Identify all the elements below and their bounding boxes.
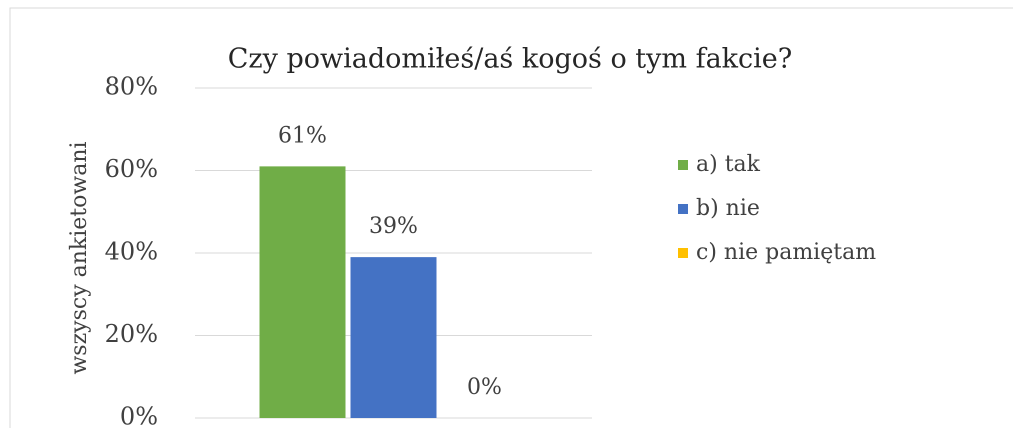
chart-border [9, 7, 1013, 428]
chart-title: Czy powiadomiłeś/aś kogoś o tym fakcie? [228, 44, 792, 75]
bar [350, 257, 437, 418]
legend-label: c) nie pamiętam [696, 240, 876, 265]
bar [259, 166, 346, 418]
legend-swatch [678, 248, 688, 258]
legend-label: b) nie [696, 196, 760, 221]
y-tick-label: 20% [105, 320, 158, 348]
legend-label: a) tak [696, 152, 761, 177]
y-tick-label: 0% [120, 403, 158, 428]
legend-swatch [678, 160, 688, 170]
y-tick-label: 80% [105, 73, 158, 101]
data-label: 0% [467, 375, 502, 400]
data-label: 61% [278, 123, 327, 148]
y-tick-label: 40% [105, 238, 158, 266]
y-tick-label: 60% [105, 155, 158, 183]
data-label: 39% [369, 214, 418, 239]
y-axis-label: wszyscy ankietowani [67, 141, 92, 374]
legend-swatch [678, 204, 688, 214]
